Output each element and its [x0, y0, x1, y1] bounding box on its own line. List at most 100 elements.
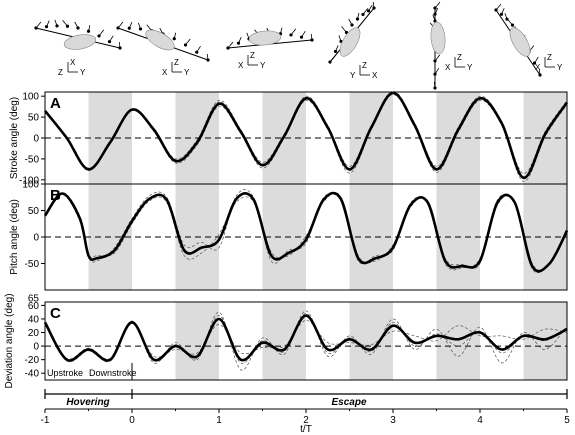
wing-sketch-5: ZX Y: [429, 1, 473, 90]
wing-sketch-6-axis-label: X: [535, 63, 541, 72]
wing-sketch-6-body: [509, 27, 531, 57]
panel-b-ytick-label: 0: [33, 233, 39, 244]
upstroke-label: Upstroke: [47, 368, 83, 378]
wing-sketch-4-vector: [357, 12, 360, 20]
panel-b-ylabel: Pitch angle (deg): [9, 199, 20, 275]
panel-b-ytick-label: 50: [28, 206, 40, 217]
panel-a-ytick-label: -100: [19, 175, 39, 186]
wing-sketch-5-vector: [433, 81, 436, 89]
wing-sketch-3-vector: [238, 37, 242, 44]
wing-sketch-4-vector: [341, 26, 347, 33]
wing-sketch-1-vector: [46, 20, 50, 27]
panel-b-ytick-label: -50: [25, 259, 40, 270]
panel-b-letter: B: [50, 187, 61, 204]
x-tick-label: 1: [216, 415, 222, 426]
wing-sketch-2-axis-label: Z: [174, 58, 179, 67]
wing-sketch-2-body: [145, 29, 175, 51]
wing-sketch-1-vector: [35, 21, 42, 29]
wing-sketch-4-vector: [372, 1, 375, 9]
escape-label: Escape: [331, 397, 366, 408]
wing-sketch-4-vector: [362, 8, 369, 15]
wing-sketch-1: XZ Y: [34, 19, 122, 77]
wing-sketch-1-vector: [98, 29, 105, 37]
panel-a-y-ticks: -100 -50 0 50 100: [19, 92, 45, 186]
panel-c-ytick-label: -20: [25, 355, 40, 366]
wing-sketch-3-vector: [301, 30, 306, 38]
panel-c-shading: [175, 302, 567, 380]
x-tick-label: -1: [41, 415, 50, 426]
wing-sketch-2-vector: [173, 32, 177, 39]
escape-label-bg: [327, 396, 371, 408]
panel-c-shade-0: [175, 302, 219, 380]
wing-sketch-2-vector: [138, 22, 141, 30]
wing-sketch-3-vector: [310, 33, 313, 41]
wing-sketch-1-vector: [62, 20, 68, 27]
wing-sketch-4-vector: [338, 35, 342, 42]
wing-sketch-4-vector: [348, 18, 353, 26]
panel-c-ylabel: Deviation angle (deg): [4, 293, 15, 388]
wing-sketch-1-vector: [118, 41, 121, 49]
wing-sketch-6-vector: [534, 56, 539, 64]
panel-c-ytick-label: 0: [33, 342, 39, 353]
wing-sketch-1-vector: [88, 25, 91, 32]
panel-a: -100 -50 0 50 100 A Stroke angle (deg): [9, 90, 569, 186]
panel-b-ytick-label: 100: [22, 180, 39, 191]
wing-sketch-6-vector: [504, 13, 508, 20]
panel-c-ytick-label-top: 65: [28, 294, 40, 305]
wing-sketch-4-vector: [335, 45, 339, 52]
wing-sketch-2-vector: [159, 27, 164, 35]
wing-sketch-5-axis-label: Y: [467, 63, 473, 72]
panel-c-shade-4: [523, 302, 567, 380]
wing-sketch-4-vector: [329, 55, 336, 63]
wing-sketch-1-vector: [54, 19, 58, 27]
wing-sketch-1-vector: [109, 35, 114, 42]
panel-c-individual-line-1: [44, 319, 568, 363]
wing-sketch-5-axis-label: X: [445, 63, 451, 72]
wing-sketch-1-axis-label: X: [70, 58, 76, 67]
wing-sketch-2: ZX Y: [116, 21, 210, 77]
wing-sketch-3-axis-label: Y: [260, 61, 266, 70]
wing-sketch-6-axis-label: Z: [547, 53, 552, 62]
wing-sketch-3: ZX Y: [226, 27, 314, 70]
wing-sketch-1-axis-label: Y: [80, 68, 86, 77]
wing-sketch-2-axis-label: X: [162, 68, 168, 77]
panel-c-ytick-label: 40: [28, 314, 40, 325]
wing-sketch-5-vector: [434, 1, 441, 9]
wing-sketch-3-axis-label: Z: [250, 51, 255, 60]
wing-sketch-4-vector: [368, 4, 373, 12]
panel-c-ytick-label: 60: [28, 301, 40, 312]
wing-sketch-6-axis-label: Y: [557, 63, 563, 72]
panel-c-ytick-label: -40: [25, 369, 40, 380]
wing-sketch-2-vector: [206, 53, 209, 61]
wing-sketch-6: ZX Y: [494, 3, 563, 77]
panel-c-frame: [44, 301, 568, 381]
wing-sketch-6-vector: [495, 3, 502, 11]
wing-sketch-5-body: [430, 21, 446, 55]
wing-sketch-5-vector: [434, 8, 439, 15]
hovering-label-bg: [64, 396, 112, 408]
panel-c-letter: C: [50, 305, 61, 322]
downstroke-label: Downstroke: [89, 368, 137, 378]
wing-sketch-5-vector: [434, 67, 440, 75]
panel-c-ytick-label: 20: [28, 328, 40, 339]
wing-sketch-5-vector: [432, 14, 436, 22]
panel-c-mean-line: [43, 314, 568, 362]
panel-a-mean-line: [43, 91, 569, 179]
wing-sketch-2-vector: [196, 45, 201, 53]
wing-sketch-6-vector: [538, 68, 541, 76]
panel-a-ytick-label: 0: [33, 134, 39, 145]
panel-b: -50 0 50 100 B Pitch angle (deg): [9, 180, 569, 291]
wing-sketch-1-body: [63, 34, 97, 50]
wing-sketch-6-vector: [507, 18, 513, 26]
panel-a-ytick-label: -50: [25, 154, 40, 165]
wing-sketch-3-vector: [290, 28, 297, 36]
wing-sketch-2-vector: [185, 38, 191, 46]
wing-sketch-3-vector: [246, 32, 250, 40]
x-tick-label: 3: [390, 415, 396, 426]
wing-sketch-2-vector: [117, 21, 124, 29]
wing-sketch-5-vector: [434, 54, 441, 62]
x-tick-label: 4: [477, 415, 483, 426]
x-tick-label: 5: [564, 415, 570, 426]
panel-a-ylabel: Stroke angle (deg): [9, 97, 20, 179]
